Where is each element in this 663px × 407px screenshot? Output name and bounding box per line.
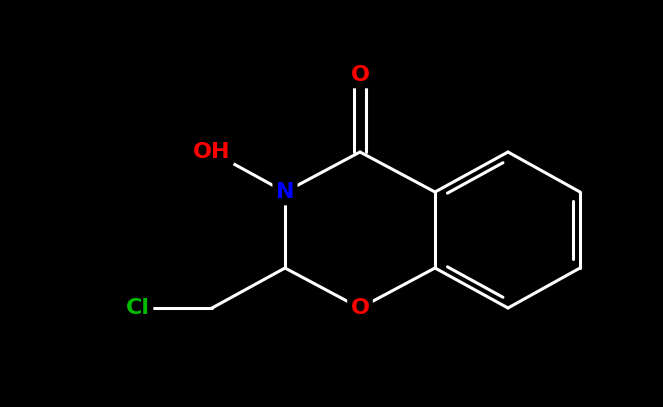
Text: N: N — [276, 182, 294, 202]
Text: OH: OH — [193, 142, 231, 162]
Text: Cl: Cl — [126, 298, 150, 318]
Text: O: O — [351, 65, 369, 85]
Text: O: O — [351, 298, 369, 318]
